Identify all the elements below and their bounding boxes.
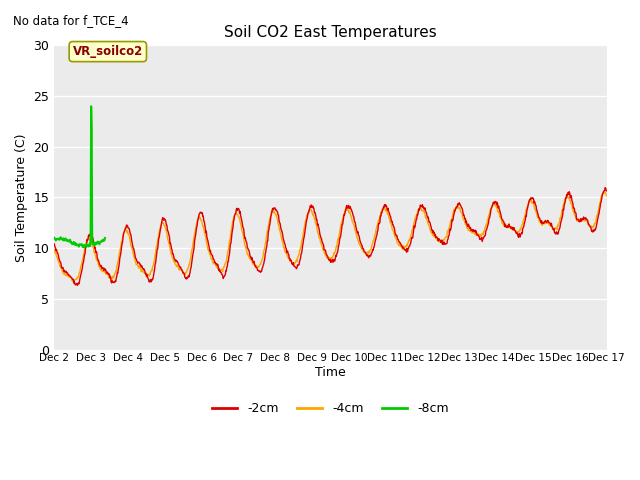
Legend: -2cm, -4cm, -8cm: -2cm, -4cm, -8cm [207,397,454,420]
Title: Soil CO2 East Temperatures: Soil CO2 East Temperatures [224,24,437,39]
Y-axis label: Soil Temperature (C): Soil Temperature (C) [15,133,28,262]
Text: No data for f_TCE_4: No data for f_TCE_4 [13,14,129,27]
X-axis label: Time: Time [315,366,346,379]
Text: VR_soilco2: VR_soilco2 [73,45,143,58]
